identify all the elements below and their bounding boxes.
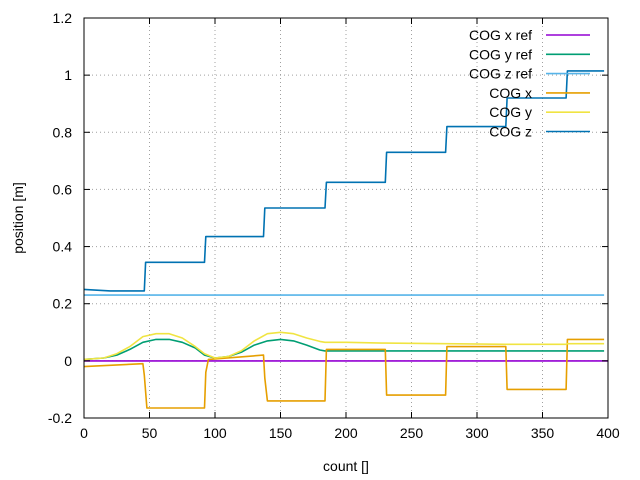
x-tick-label: 200 [334, 425, 358, 441]
x-tick-label: 250 [400, 425, 424, 441]
y-tick-label: -0.2 [48, 410, 72, 426]
legend-label: COG y ref [469, 46, 532, 62]
series-line-cog-x [83, 338, 605, 409]
x-tick-label: 50 [142, 425, 158, 441]
y-axis-label: position [m] [10, 182, 26, 254]
legend-label: COG z [489, 124, 532, 140]
series-line-cog-y-ref [83, 338, 605, 361]
legend-label: COG y [489, 104, 532, 120]
y-tick-label: 1.2 [53, 10, 73, 26]
legend-label: COG z ref [469, 66, 532, 82]
legend: COG x ref COG y ref COG z ref COG x COG y COG… [469, 27, 590, 140]
x-tick-label: 150 [269, 425, 293, 441]
series-line-cog-z [83, 70, 605, 292]
y-tick-label: 0.8 [53, 124, 73, 140]
x-tick-label: 100 [203, 425, 227, 441]
y-tick-label: 0 [64, 353, 72, 369]
x-tick-label: 300 [465, 425, 489, 441]
series-lines [83, 70, 608, 409]
legend-label: COG x [489, 85, 532, 101]
x-tick-label: 0 [80, 425, 88, 441]
y-tick-label: 1 [64, 67, 72, 83]
y-tick-label: 0.2 [53, 296, 73, 312]
x-axis-label: count [] [323, 458, 369, 474]
y-tick-label: 0.4 [53, 239, 73, 255]
x-tick-label: 350 [531, 425, 555, 441]
x-tick-label: 400 [596, 425, 620, 441]
axis-ticks: 0 50 100 150 200 250 300 350 400 -0.2 0 0.2 0.4 0.6 0.… [48, 10, 620, 441]
y-tick-label: 0.6 [53, 181, 73, 197]
series-line-cog-y [83, 331, 605, 361]
legend-label: COG x ref [469, 27, 532, 43]
